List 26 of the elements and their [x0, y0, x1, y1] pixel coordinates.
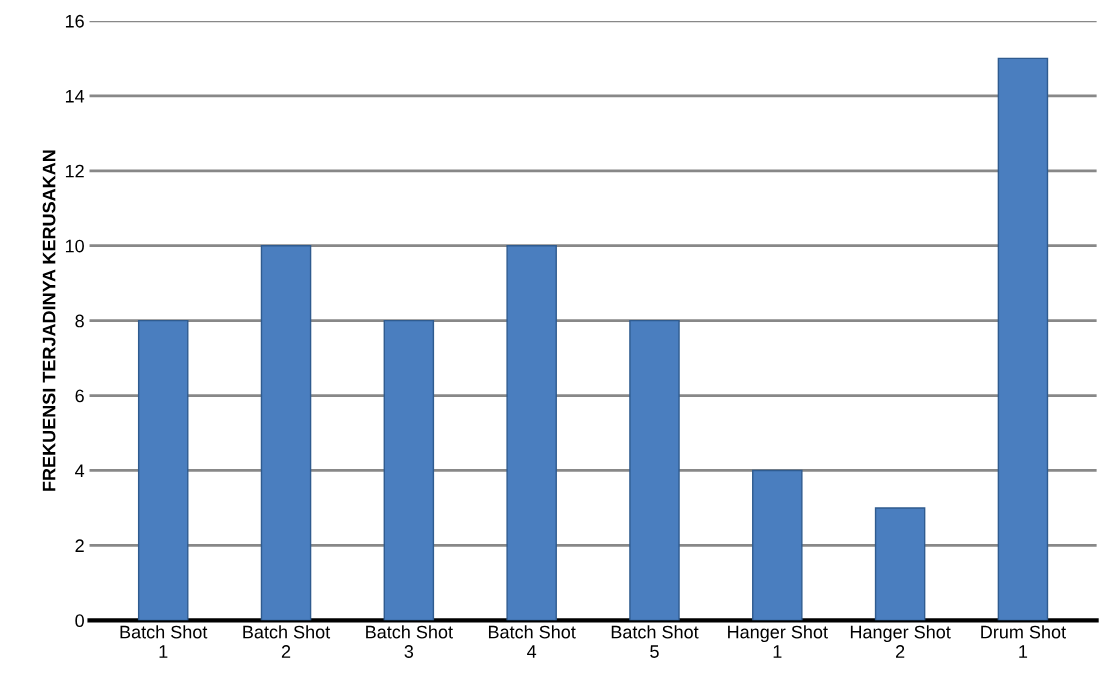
y-axis-title: FREKUENSI TERJADINYA KERUSAKAN [42, 150, 56, 491]
bar [506, 244, 557, 621]
bar [997, 57, 1049, 621]
x-tick-label: Drum Shot 1 [981, 625, 1066, 658]
bar [383, 319, 435, 621]
x-tick-label: Batch Shot 4 [488, 625, 576, 658]
x-tick-label: Batch Shot 1 [120, 625, 208, 658]
y-tick-label: 4 [75, 464, 85, 478]
y-tick-label: 10 [65, 239, 84, 253]
bar [137, 319, 189, 621]
y-tick-label: 12 [65, 164, 84, 178]
bar [629, 319, 680, 621]
x-tick-label: Hanger Shot 2 [850, 625, 951, 658]
bar [874, 507, 926, 621]
y-tick-label: 2 [75, 539, 84, 552]
y-tick-label: 8 [75, 314, 84, 328]
y-tick-label: 0 [75, 614, 84, 628]
x-tick-label: Batch Shot 3 [366, 625, 453, 658]
bar [752, 469, 803, 621]
x-tick-label: Batch Shot 5 [611, 625, 699, 658]
y-tick-label: 14 [65, 89, 85, 103]
y-tick-label: 16 [65, 14, 84, 28]
y-tick-label: 6 [75, 389, 84, 403]
x-tick-label: Hanger Shot 1 [728, 625, 828, 658]
bar [260, 244, 312, 621]
x-tick-label: Batch Shot 2 [243, 625, 331, 658]
